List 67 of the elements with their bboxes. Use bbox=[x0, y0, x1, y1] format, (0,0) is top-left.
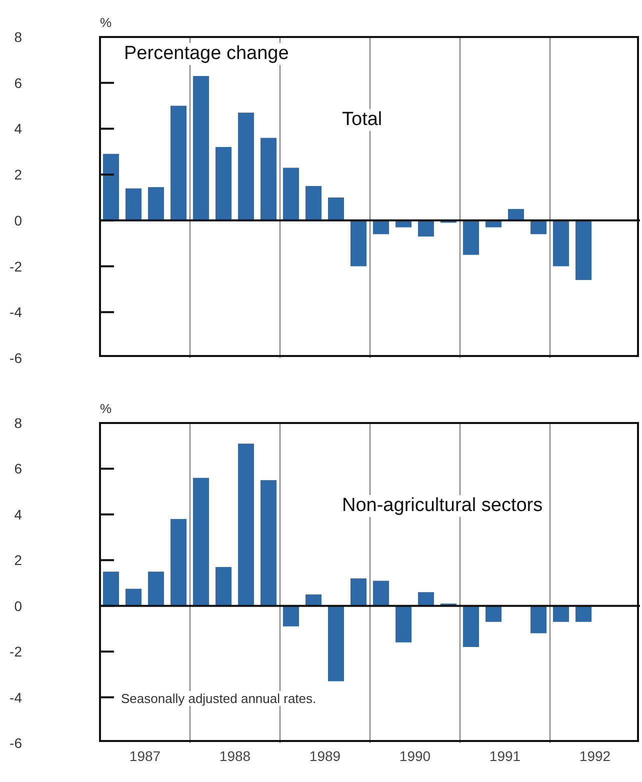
bar bbox=[350, 578, 366, 606]
y-axis-title: % bbox=[100, 401, 112, 416]
bar bbox=[193, 478, 209, 606]
annotation: Seasonally adjusted annual rates. bbox=[121, 691, 316, 706]
y-tick-label: 2 bbox=[14, 552, 22, 568]
bar bbox=[170, 106, 186, 220]
bar bbox=[148, 572, 164, 606]
y-tick-label: -6 bbox=[10, 735, 22, 751]
bar bbox=[530, 606, 546, 634]
bar bbox=[283, 168, 299, 220]
bar bbox=[170, 519, 186, 606]
y-tick-label: 2 bbox=[14, 166, 22, 183]
bar bbox=[103, 572, 119, 606]
x-tick-label: 1989 bbox=[309, 748, 341, 764]
bar bbox=[530, 220, 546, 234]
bar bbox=[103, 154, 119, 220]
x-tick-label: 1992 bbox=[579, 748, 611, 764]
y-tick-label: 4 bbox=[14, 506, 22, 522]
y-tick-label: -4 bbox=[10, 689, 22, 706]
y-tick-label: 4 bbox=[14, 120, 22, 137]
bar bbox=[260, 138, 276, 220]
bar bbox=[373, 220, 389, 234]
bar bbox=[508, 208, 524, 220]
y-axis-title: % bbox=[100, 15, 112, 30]
bar bbox=[373, 580, 389, 606]
bar bbox=[576, 606, 592, 622]
bar bbox=[126, 188, 142, 220]
bar bbox=[350, 220, 366, 266]
y-tick-label: 8 bbox=[14, 29, 22, 45]
bar bbox=[126, 588, 142, 606]
text: Total bbox=[342, 109, 382, 131]
x-tick-label: 1991 bbox=[489, 748, 521, 764]
bar bbox=[216, 567, 232, 606]
bar bbox=[260, 480, 276, 606]
annotation: Percentage change bbox=[124, 43, 289, 65]
bar bbox=[306, 594, 322, 606]
y-tick-label: 0 bbox=[14, 598, 22, 614]
bar bbox=[193, 76, 209, 220]
y-tick-label: 6 bbox=[14, 460, 22, 477]
bar bbox=[553, 220, 569, 266]
y-tick-label: 6 bbox=[14, 74, 22, 91]
y-tick-label: -2 bbox=[10, 258, 22, 274]
x-tick-label: 1988 bbox=[219, 748, 251, 764]
bar bbox=[576, 220, 592, 280]
bar bbox=[283, 606, 299, 626]
bar bbox=[486, 606, 502, 622]
bar bbox=[306, 186, 322, 220]
bar bbox=[418, 592, 434, 606]
bar bbox=[148, 187, 164, 220]
bar bbox=[396, 606, 412, 642]
y-tick-label: -2 bbox=[10, 644, 22, 660]
y-tick-label: 8 bbox=[14, 415, 22, 431]
y-tick-label: -4 bbox=[10, 304, 22, 320]
bar bbox=[238, 444, 254, 606]
x-tick-label: 1987 bbox=[129, 748, 161, 764]
y-tick-label: 0 bbox=[14, 212, 22, 228]
x-tick-label: 1990 bbox=[399, 748, 431, 764]
bar bbox=[463, 220, 479, 255]
y-tick-label: -6 bbox=[10, 350, 22, 366]
bar bbox=[553, 606, 569, 622]
bar bbox=[238, 112, 254, 220]
bar bbox=[328, 606, 344, 682]
bar bbox=[418, 220, 434, 236]
bar bbox=[328, 198, 344, 220]
text: Non-agricultural sectors bbox=[342, 495, 543, 517]
bar bbox=[216, 147, 232, 220]
bar bbox=[463, 606, 479, 647]
